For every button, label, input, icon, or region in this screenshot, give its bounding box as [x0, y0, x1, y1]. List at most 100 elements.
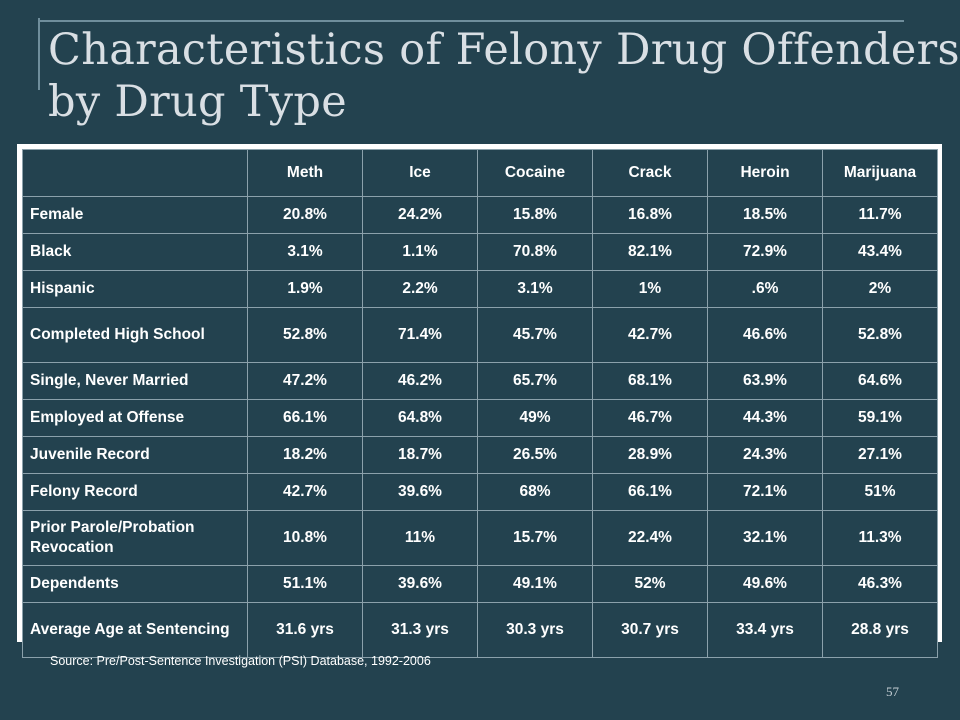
table-cell: 18.5% [707, 196, 823, 234]
table-cell: 39.6% [362, 473, 478, 511]
table-row: Black 3.1% 1.1% 70.8% 82.1% 72.9% 43.4% [22, 233, 938, 271]
decorative-horizontal-line [38, 20, 904, 22]
table-row: Juvenile Record 18.2% 18.7% 26.5% 28.9% … [22, 436, 938, 474]
table-cell: 52.8% [822, 307, 938, 363]
table-cell: 63.9% [707, 362, 823, 400]
data-table-frame: Meth Ice Cocaine Crack Heroin Marijuana … [17, 144, 942, 658]
row-label: Felony Record [22, 473, 248, 511]
table-cell: 15.8% [477, 196, 593, 234]
table-cell: 42.7% [247, 473, 363, 511]
table-cell: 52.8% [247, 307, 363, 363]
table-cell: 46.2% [362, 362, 478, 400]
table-cell: 68.1% [592, 362, 708, 400]
table-row: Employed at Offense 66.1% 64.8% 49% 46.7… [22, 399, 938, 437]
row-label: Black [22, 233, 248, 271]
table-cell: 47.2% [247, 362, 363, 400]
table-cell: 65.7% [477, 362, 593, 400]
decorative-vertical-line [38, 18, 40, 90]
table-row: Felony Record 42.7% 39.6% 68% 66.1% 72.1… [22, 473, 938, 511]
table-cell: 49% [477, 399, 593, 437]
row-label: Employed at Offense [22, 399, 248, 437]
table-cell: 46.3% [822, 565, 938, 603]
table-cell: 43.4% [822, 233, 938, 271]
table-cell: 3.1% [247, 233, 363, 271]
table-cell: 11.3% [822, 510, 938, 566]
table-cell: 46.7% [592, 399, 708, 437]
table-cell: 1.9% [247, 270, 363, 308]
table-cell: 28.8 yrs [822, 602, 938, 658]
table-row: Completed High School 52.8% 71.4% 45.7% … [22, 307, 938, 363]
table-cell: 16.8% [592, 196, 708, 234]
table-cell: 24.2% [362, 196, 478, 234]
column-header: Crack [592, 149, 708, 197]
table-cell: 10.8% [247, 510, 363, 566]
table-row: Dependents 51.1% 39.6% 49.1% 52% 49.6% 4… [22, 565, 938, 603]
table-cell: 45.7% [477, 307, 593, 363]
table-cell: 1.1% [362, 233, 478, 271]
slide-title-line-1: Characteristics of Felony Drug Offenders [48, 25, 960, 75]
row-label: Dependents [22, 565, 248, 603]
table-row: Single, Never Married 47.2% 46.2% 65.7% … [22, 362, 938, 400]
table-cell: 66.1% [247, 399, 363, 437]
table-cell: 64.8% [362, 399, 478, 437]
page-number: 57 [886, 684, 899, 699]
table-cell: 28.9% [592, 436, 708, 474]
column-header: Marijuana [822, 149, 938, 197]
table-cell: 59.1% [822, 399, 938, 437]
table-cell: 27.1% [822, 436, 938, 474]
table-cell: 51.1% [247, 565, 363, 603]
table-cell: 18.7% [362, 436, 478, 474]
table-cell: 51% [822, 473, 938, 511]
row-label: Female [22, 196, 248, 234]
table-cell: 64.6% [822, 362, 938, 400]
table-header-row: Meth Ice Cocaine Crack Heroin Marijuana [22, 149, 938, 197]
table-cell: 1% [592, 270, 708, 308]
table-cell: 11.7% [822, 196, 938, 234]
table-cell: 46.6% [707, 307, 823, 363]
row-label: Completed High School [22, 307, 248, 363]
table-row: Female 20.8% 24.2% 15.8% 16.8% 18.5% 11.… [22, 196, 938, 234]
table-cell: .6% [707, 270, 823, 308]
table-cell: 72.9% [707, 233, 823, 271]
table-cell: 2% [822, 270, 938, 308]
table-cell: 72.1% [707, 473, 823, 511]
table-cell: 18.2% [247, 436, 363, 474]
table-cell: 44.3% [707, 399, 823, 437]
slide-title: Characteristics of Felony Drug Offenders… [48, 24, 960, 128]
table-cell: 33.4 yrs [707, 602, 823, 658]
table-cell: 26.5% [477, 436, 593, 474]
table-row: Average Age at Sentencing 31.6 yrs 31.3 … [22, 602, 938, 658]
table-cell: 71.4% [362, 307, 478, 363]
table-row: Hispanic 1.9% 2.2% 3.1% 1% .6% 2% [22, 270, 938, 308]
table-row: Prior Parole/Probation Revocation 10.8% … [22, 510, 938, 566]
row-label: Juvenile Record [22, 436, 248, 474]
table-cell: 82.1% [592, 233, 708, 271]
table-cell: 39.6% [362, 565, 478, 603]
table-cell: 68% [477, 473, 593, 511]
table-cell: 31.6 yrs [247, 602, 363, 658]
column-header: Heroin [707, 149, 823, 197]
table-cell: 49.1% [477, 565, 593, 603]
row-label: Average Age at Sentencing [22, 602, 248, 658]
header-corner-cell [22, 149, 248, 197]
table-cell: 42.7% [592, 307, 708, 363]
table-cell: 32.1% [707, 510, 823, 566]
row-label: Hispanic [22, 270, 248, 308]
column-header: Ice [362, 149, 478, 197]
table-cell: 24.3% [707, 436, 823, 474]
table-cell: 66.1% [592, 473, 708, 511]
slide-title-line-2: by Drug Type [48, 77, 347, 127]
row-label: Prior Parole/Probation Revocation [22, 510, 248, 566]
source-note: Source: Pre/Post-Sentence Investigation … [50, 654, 431, 668]
column-header: Meth [247, 149, 363, 197]
table-cell: 11% [362, 510, 478, 566]
drug-offender-table: Meth Ice Cocaine Crack Heroin Marijuana … [22, 149, 938, 658]
table-cell: 52% [592, 565, 708, 603]
column-header: Cocaine [477, 149, 593, 197]
row-label: Single, Never Married [22, 362, 248, 400]
table-cell: 2.2% [362, 270, 478, 308]
table-cell: 20.8% [247, 196, 363, 234]
table-cell: 31.3 yrs [362, 602, 478, 658]
table-cell: 30.7 yrs [592, 602, 708, 658]
table-cell: 49.6% [707, 565, 823, 603]
